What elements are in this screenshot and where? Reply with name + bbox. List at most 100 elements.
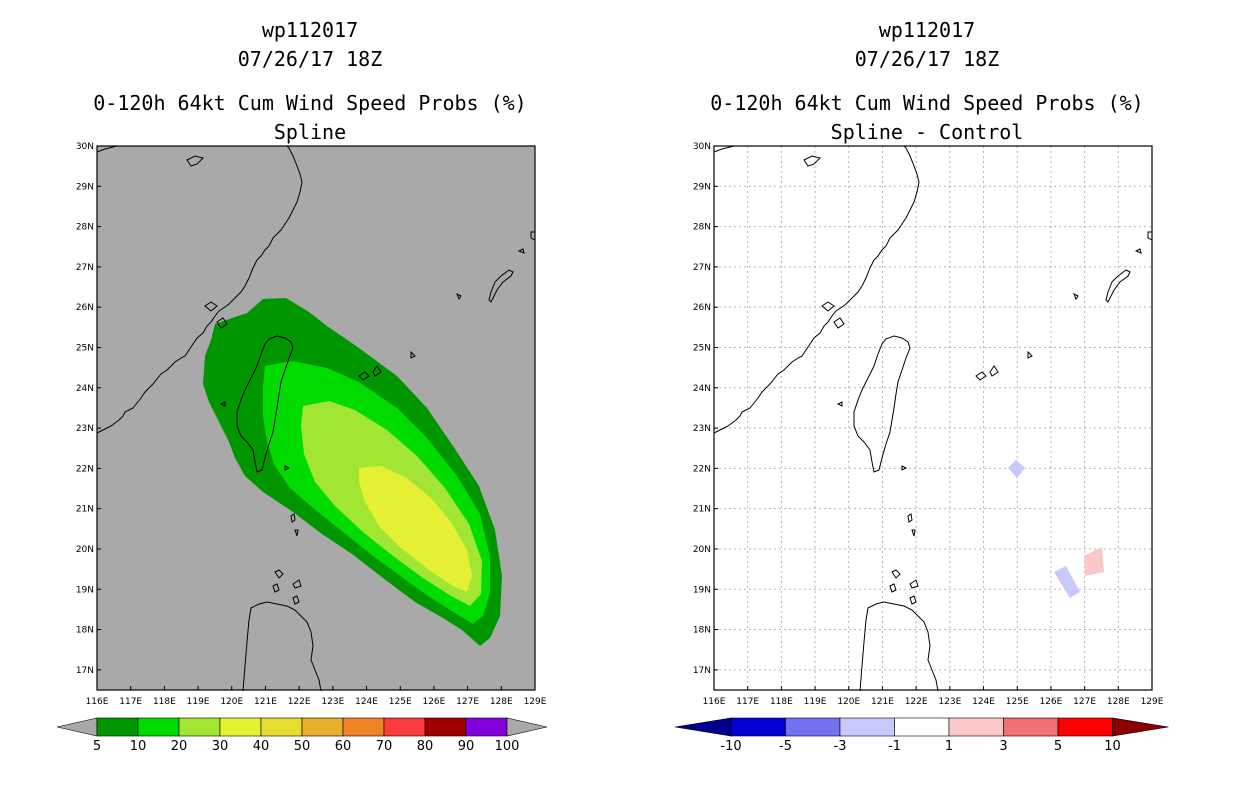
right-colorbar: -10 -5 -3 -1 1 3 5 10 (674, 717, 1169, 754)
left-colorbar-label: 10 (130, 739, 147, 754)
right-lon-label: 127E (1073, 697, 1096, 707)
left-colorbar-label: 80 (417, 739, 434, 754)
left-colorbar-label: 30 (212, 739, 229, 754)
left-colorbar-label: 5 (93, 739, 101, 754)
right-colorbar-label: 1 (945, 739, 953, 754)
left-lat-label: 19N (76, 585, 94, 595)
left-lon-label: 120E (220, 697, 243, 707)
left-colorbar-swatch (178, 717, 221, 737)
left-lon-label: 123E (321, 697, 344, 707)
left-lon-label: 119E (187, 697, 210, 707)
left-datetime: 07/26/17 18Z (237, 47, 383, 71)
right-map-background (714, 146, 1152, 690)
right-grid (714, 146, 1152, 690)
right-lat-label: 18N (693, 626, 711, 636)
left-colorbar-label: 20 (171, 739, 188, 754)
left-colorbar-swatch (424, 717, 467, 737)
right-colorbar-label: -10 (720, 739, 741, 754)
left-lat-label: 25N (76, 343, 94, 353)
right-lat-label: 19N (693, 585, 711, 595)
left-lon-label: 127E (456, 697, 479, 707)
right-lat-label: 25N (693, 343, 711, 353)
left-lat-label: 18N (76, 626, 94, 636)
left-colorbar: 5 10 20 30 40 50 60 70 80 90 100 (56, 717, 548, 754)
right-subtitle: Spline - Control (830, 120, 1024, 144)
right-lat-label: 17N (693, 666, 711, 676)
right-colorbar-swatch (785, 717, 841, 737)
left-lon-label: 116E (86, 697, 109, 707)
right-lon-label: 122E (905, 697, 928, 707)
left-axis-labels: 116E 117E 118E 119E 120E 121E 122E 123E 124E 125E… (76, 142, 547, 707)
right-axis-labels: 116E 117E 118E 119E 120E 121E 122E 123E 124E 125E… (693, 142, 1164, 707)
right-colorbar-label: -3 (834, 739, 847, 754)
right-datetime: 07/26/17 18Z (854, 47, 1000, 71)
right-lon-label: 124E (972, 697, 995, 707)
left-lat-label: 26N (76, 303, 94, 313)
left-colorbar-label: 70 (376, 739, 393, 754)
right-lat-label: 29N (693, 182, 711, 192)
left-lat-label: 22N (76, 464, 94, 474)
left-map (96, 145, 536, 692)
right-lat-label: 24N (693, 384, 711, 394)
left-lat-label: 27N (76, 263, 94, 273)
right-lat-label: 21N (693, 505, 711, 515)
right-product-title: 0-120h 64kt Cum Wind Speed Probs (%) (710, 91, 1144, 115)
left-lon-label: 129E (524, 697, 547, 707)
right-colorbar-label: -5 (779, 739, 792, 754)
right-colorbar-label: -1 (888, 739, 901, 754)
right-lat-label: 22N (693, 464, 711, 474)
diff-blob-red (1084, 547, 1104, 576)
left-colorbar-swatch (342, 717, 385, 737)
left-colorbar-swatch (137, 717, 180, 737)
left-lon-label: 118E (153, 697, 176, 707)
prob-contour-30 (359, 466, 472, 592)
left-lon-label: 121E (254, 697, 277, 707)
left-storm-id: wp112017 (261, 18, 359, 42)
left-lon-label: 126E (422, 697, 445, 707)
left-colorbar-swatch (465, 717, 508, 737)
right-lon-label: 118E (770, 697, 793, 707)
left-colorbar-swatch (219, 717, 262, 737)
left-colorbar-label: 60 (335, 739, 352, 754)
right-map (713, 145, 1153, 692)
right-colorbar-swatch (839, 717, 895, 737)
left-colorbar-label: 90 (458, 739, 475, 754)
right-lat-label: 20N (693, 545, 711, 555)
left-lat-label: 28N (76, 223, 94, 233)
left-lat-label: 29N (76, 182, 94, 192)
right-storm-id: wp112017 (878, 18, 976, 42)
left-colorbar-low-arrow (56, 717, 98, 737)
right-lon-label: 125E (1006, 697, 1029, 707)
left-lat-label: 17N (76, 666, 94, 676)
right-lon-label: 116E (703, 697, 726, 707)
left-lon-label: 128E (490, 697, 513, 707)
right-lon-label: 128E (1107, 697, 1130, 707)
left-colorbar-swatch (383, 717, 426, 737)
right-colorbar-low-arrow (674, 717, 732, 737)
right-lon-label: 129E (1141, 697, 1164, 707)
left-lon-label: 124E (355, 697, 378, 707)
left-lat-label: 23N (76, 424, 94, 434)
right-lat-label: 26N (693, 303, 711, 313)
left-colorbar-swatch (96, 717, 139, 737)
left-product-title: 0-120h 64kt Cum Wind Speed Probs (%) (93, 91, 527, 115)
diff-blob-blue-1 (1008, 460, 1025, 478)
right-lon-label: 123E (938, 697, 961, 707)
diff-blob-blue-2 (1054, 566, 1080, 598)
right-colorbar-swatch (730, 717, 786, 737)
left-lat-label: 30N (76, 142, 94, 152)
left-lat-label: 20N (76, 545, 94, 555)
left-lat-label: 21N (76, 505, 94, 515)
left-colorbar-swatch (260, 717, 303, 737)
left-lat-label: 24N (76, 384, 94, 394)
right-colorbar-label: 5 (1054, 739, 1062, 754)
left-colorbar-high-arrow (506, 717, 548, 737)
left-lon-label: 125E (389, 697, 412, 707)
right-colorbar-swatch (894, 717, 950, 737)
right-lon-label: 126E (1039, 697, 1062, 707)
right-colorbar-label: 10 (1104, 739, 1121, 754)
right-lat-label: 28N (693, 223, 711, 233)
right-colorbar-swatch (948, 717, 1004, 737)
right-lon-label: 120E (837, 697, 860, 707)
